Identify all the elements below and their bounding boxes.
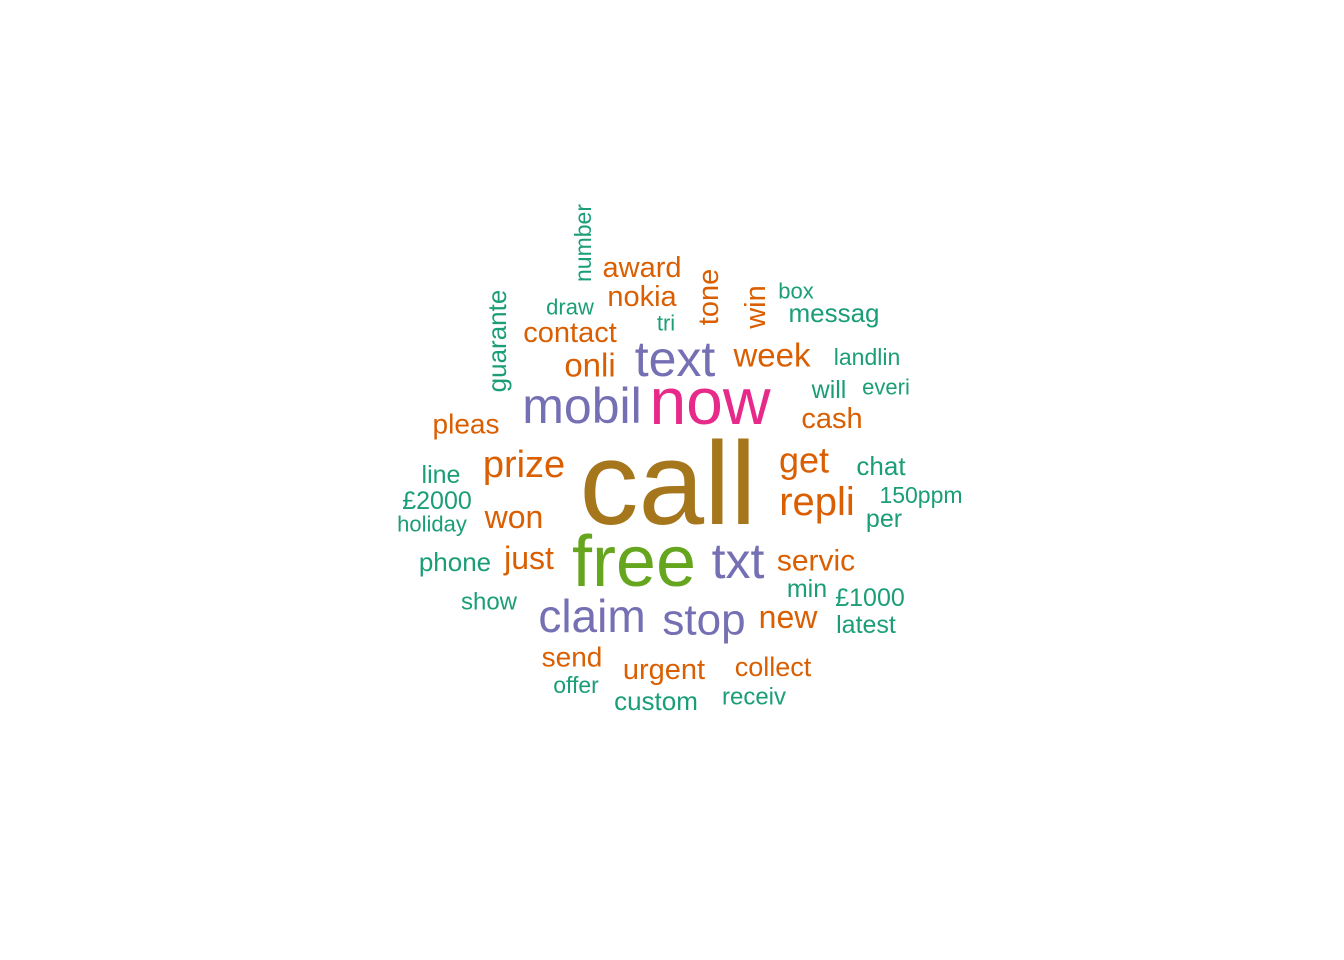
- word-will: will: [811, 376, 847, 404]
- word-call: call: [579, 418, 756, 550]
- word-gbp2000: £2000: [402, 487, 472, 515]
- word-just: just: [503, 540, 554, 576]
- word-150ppm: 150ppm: [879, 482, 962, 508]
- word-repli: repli: [779, 480, 855, 524]
- word-award: award: [603, 252, 682, 284]
- word-draw: draw: [546, 295, 594, 320]
- word-chat: chat: [856, 451, 906, 481]
- word-collect: collect: [735, 652, 812, 682]
- word-per: per: [866, 505, 902, 533]
- word-stop: stop: [662, 596, 745, 645]
- word-onli: onli: [564, 347, 615, 384]
- word-latest: latest: [836, 611, 896, 639]
- word-send: send: [542, 642, 603, 673]
- word-now: now: [649, 364, 770, 438]
- word-txt: txt: [712, 533, 765, 589]
- word-messag: messag: [788, 298, 879, 328]
- word-tone: tone: [693, 269, 725, 325]
- word-min: min: [787, 575, 827, 603]
- word-win: win: [740, 285, 772, 330]
- word-holiday: holiday: [397, 512, 467, 537]
- word-show: show: [461, 589, 518, 616]
- word-contact: contact: [523, 317, 617, 349]
- word-box: box: [778, 279, 813, 304]
- word-line: line: [422, 461, 461, 489]
- word-phone: phone: [419, 547, 491, 577]
- word-urgent: urgent: [623, 654, 705, 686]
- word-servic: servic: [777, 545, 855, 578]
- word-mobil: mobil: [522, 378, 641, 434]
- word-text: text: [635, 331, 716, 387]
- word-free: free: [572, 522, 696, 602]
- word-number: number: [570, 204, 596, 282]
- word-custom: custom: [614, 686, 698, 716]
- word-claim: claim: [538, 590, 645, 642]
- word-new: new: [759, 599, 819, 635]
- word-nokia: nokia: [607, 281, 677, 313]
- word-won: won: [484, 499, 544, 535]
- word-receiv: receiv: [722, 684, 786, 711]
- word-landlin: landlin: [834, 344, 901, 370]
- word-everi: everi: [862, 375, 910, 400]
- word-tri: tri: [657, 311, 675, 336]
- word-get: get: [779, 440, 829, 481]
- word-guarante: guarante: [482, 290, 512, 393]
- word-offer: offer: [553, 672, 599, 698]
- word-gbp1000: £1000: [835, 584, 905, 612]
- word-pleas: pleas: [433, 409, 500, 440]
- word-prize: prize: [483, 444, 565, 486]
- word-cash: cash: [801, 403, 862, 435]
- word-week: week: [732, 337, 811, 374]
